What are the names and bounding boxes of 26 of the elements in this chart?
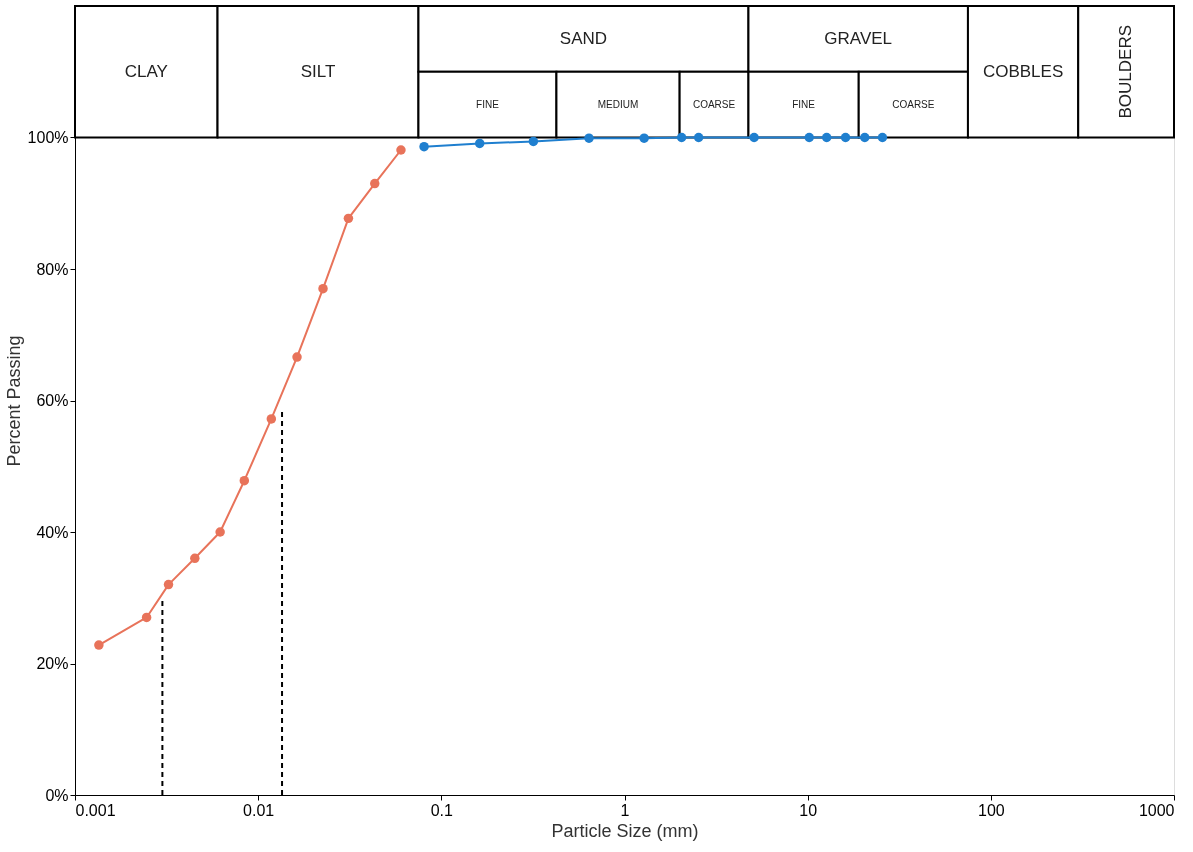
- y-tick-label: 0%: [45, 786, 69, 804]
- band-label: SILT: [300, 61, 336, 81]
- y-axis-title: Percent Passing: [3, 335, 24, 467]
- x-tick-label: 100: [977, 801, 1005, 819]
- band-label: CLAY: [124, 61, 168, 81]
- y-tick-label: 80%: [36, 260, 69, 278]
- band-label: GRAVEL: [824, 28, 893, 48]
- band-label: COBBLES: [982, 61, 1064, 81]
- x-tick-label: 10: [799, 801, 818, 819]
- y-tick-label: 40%: [36, 523, 69, 541]
- band-label: COARSE: [892, 98, 935, 110]
- band-label: FINE: [792, 98, 816, 110]
- y-tick-label: 100%: [27, 129, 69, 146]
- x-tick-label: 0.1: [430, 801, 454, 819]
- band-label: FINE: [476, 98, 500, 110]
- x-axis-title: Particle Size (mm): [551, 820, 699, 841]
- x-tick-label: 0.001: [75, 801, 116, 819]
- band-label: BOULDERS: [1116, 24, 1136, 119]
- y-tick-label: 20%: [36, 655, 69, 672]
- band-label: COARSE: [692, 98, 736, 110]
- x-tick-label: 0.01: [243, 801, 275, 819]
- x-tick-label: 1: [620, 801, 630, 819]
- x-tick-label: 1000: [1138, 801, 1175, 819]
- y-tick-label: 60%: [36, 392, 69, 409]
- band-label: MEDIUM: [597, 98, 639, 110]
- band-label: SAND: [559, 28, 608, 48]
